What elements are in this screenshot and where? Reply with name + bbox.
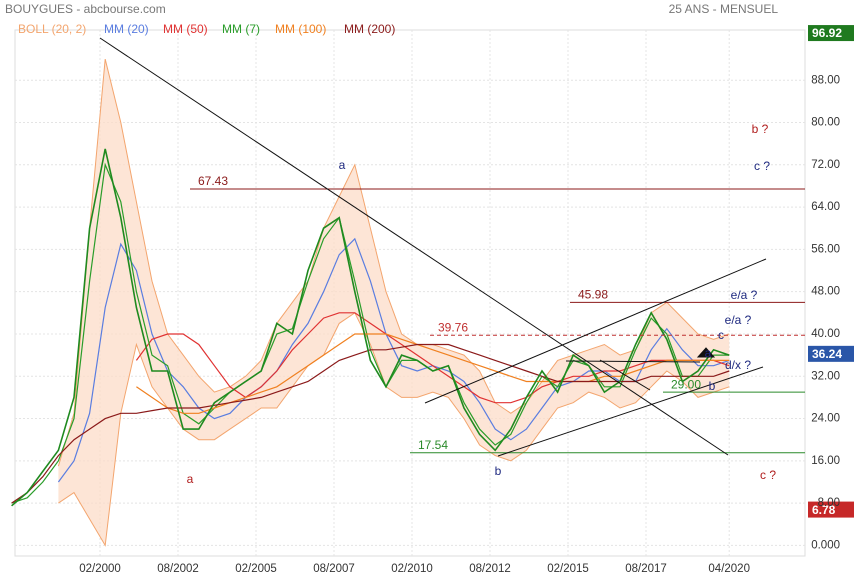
foreground: 96.92 36.24 6.78 a a b b ? c ? c ? e/a ? e/a ? d/x …	[187, 25, 854, 518]
trend-line	[599, 359, 651, 391]
annotation: d/x ?	[725, 358, 751, 372]
legend-entry: MM (50)	[163, 22, 208, 36]
trend-line	[565, 360, 701, 363]
annotation: c ?	[760, 468, 776, 482]
trend-line	[497, 366, 764, 457]
trend-line	[99, 37, 729, 456]
level-label: 39.76	[438, 320, 468, 334]
moving-average	[11, 343, 730, 504]
legend-entry: BOLL (20, 2)	[18, 22, 86, 36]
value-marker-label: 36.24	[812, 347, 842, 361]
trend-lines	[99, 37, 767, 457]
moving-average	[135, 312, 730, 404]
y-tick-label: 80.00	[811, 117, 840, 129]
legend-entry: MM (20)	[104, 22, 149, 36]
x-tick-label: 08/2007	[313, 563, 355, 575]
boll-band	[58, 59, 730, 546]
annotation: a	[187, 472, 194, 486]
annotation: b	[495, 464, 502, 478]
annotation: a	[705, 346, 712, 360]
legend-entry: MM (100)	[275, 22, 326, 36]
y-tick-label: 8.00	[818, 497, 840, 509]
price-line	[11, 148, 730, 507]
y-tick-label: 40.00	[811, 328, 840, 340]
x-tick-label: 02/2005	[235, 563, 277, 575]
y-tick-label: 56.00	[811, 243, 840, 255]
level-label: 29.00	[671, 377, 701, 391]
x-tick-label: 02/2000	[79, 563, 121, 575]
trend-line	[424, 258, 767, 404]
value-marker	[808, 25, 854, 42]
y-tick-label: 0.000	[811, 539, 840, 551]
value-marker-label: 96.92	[812, 26, 842, 40]
bollinger	[57, 58, 730, 547]
triangle	[696, 347, 716, 358]
annotation: b	[709, 379, 716, 393]
annotation: c	[718, 328, 724, 342]
annotation: b ?	[752, 122, 769, 136]
y-tick-label: 24.00	[811, 413, 840, 425]
chart-title: BOUYGUES - abcbourse.com	[5, 2, 166, 16]
chart-subtitle: 25 ANS - MENSUEL	[669, 2, 779, 16]
x-tick-label: 08/2002	[157, 563, 199, 575]
boll-upper	[57, 58, 730, 467]
level-label: 17.54	[418, 438, 448, 452]
value-marker-label: 6.78	[812, 503, 836, 517]
annotation: c ?	[754, 159, 770, 173]
legend-entry: MM (200)	[344, 22, 395, 36]
boll-lower	[58, 312, 730, 547]
x-tick-label: 08/2017	[625, 563, 667, 575]
x-tick-label: 08/2012	[469, 563, 511, 575]
y-tick-label: 88.00	[811, 74, 840, 86]
y-tick-label: 48.00	[811, 286, 840, 298]
y-tick-label: 72.00	[811, 159, 840, 171]
annotation: e/a ?	[731, 288, 758, 302]
plot-frame	[14, 29, 806, 557]
moving-average	[136, 333, 730, 414]
x-tick-label: 02/2015	[547, 563, 589, 575]
legend-entry: MM (7)	[222, 22, 260, 36]
y-tick-label: 64.00	[811, 201, 840, 213]
moving-averages	[11, 148, 730, 507]
y-tick-label: 16.00	[811, 455, 840, 467]
level-label: 45.98	[578, 288, 608, 302]
value-marker	[808, 345, 854, 362]
annotation: e/a ?	[725, 313, 752, 327]
annotation: a	[339, 158, 346, 172]
x-tick-label: 04/2020	[708, 563, 750, 575]
level-label: 67.43	[198, 174, 228, 188]
levels: 67.43 45.98 39.76 29.00 17.54	[190, 174, 805, 454]
value-marker	[808, 501, 854, 518]
x-tick-label: 02/2010	[391, 563, 433, 575]
y-tick-label: 32.00	[811, 370, 840, 382]
